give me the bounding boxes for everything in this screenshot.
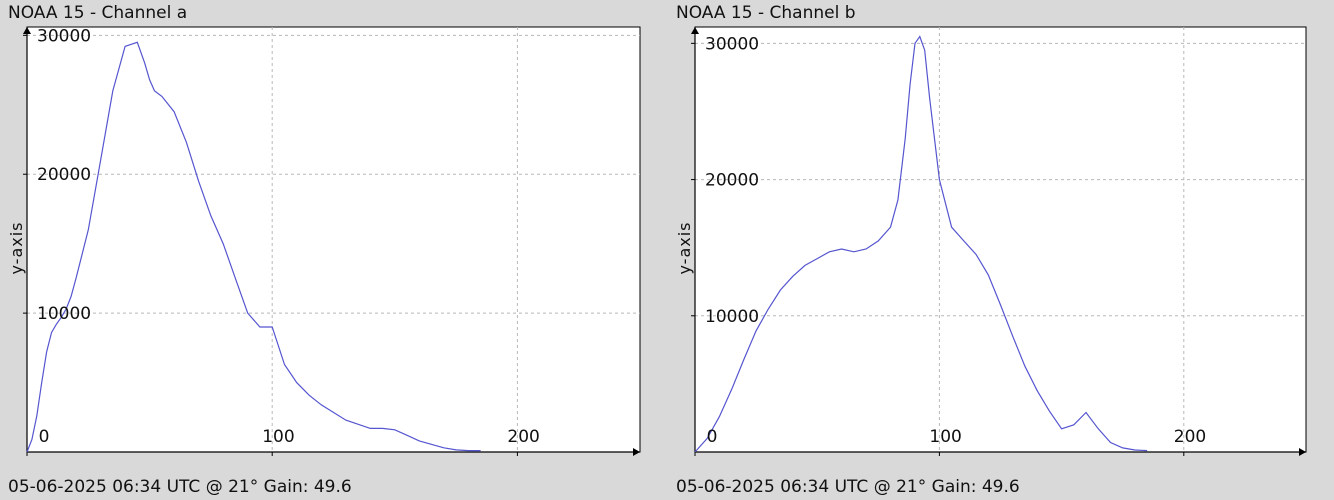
chart-a-y-arrow <box>23 27 31 34</box>
chart-b-x-tick-label-0: 0 <box>707 427 718 447</box>
chart-b-y-tick-label-10000: 10000 <box>705 307 759 327</box>
chart-b-ylabel: y-axis <box>675 221 694 274</box>
chart-a-ticks: 0 100 200 10000 20000 30000 <box>23 26 540 456</box>
chart-a-x-arrow <box>633 448 640 456</box>
chart-a-series-0 <box>26 41 481 453</box>
chart-b-axes <box>691 27 1306 456</box>
chart-b-title: NOAA 15 - Channel b <box>676 3 856 23</box>
chart-b-y-arrow <box>691 27 699 34</box>
chart-a-x-tick-label-200: 200 <box>507 427 539 447</box>
chart-a-series <box>26 41 481 453</box>
chart-a-ylabel: y-axis <box>7 221 26 274</box>
chart-a-footer: 05-06-2025 06:34 UTC @ 21° Gain: 49.6 <box>8 477 352 497</box>
chart-a-grid <box>26 26 641 453</box>
chart-b-y-tick-label-20000: 20000 <box>705 171 759 191</box>
chart-b-y-tick-label-30000: 30000 <box>705 34 759 54</box>
chart-a-y-tick-label-20000: 20000 <box>37 165 91 185</box>
chart-b-footer: 05-06-2025 06:34 UTC @ 21° Gain: 49.6 <box>676 477 1020 497</box>
chart-a-x-tick-label-0: 0 <box>39 427 50 447</box>
chart-b-x-tick-label-100: 100 <box>929 427 961 447</box>
chart-a-y-tick-label-10000: 10000 <box>37 304 91 324</box>
chart-b-ticks: 0 100 200 10000 20000 30000 <box>691 34 1206 456</box>
chart-b-plot-area <box>694 26 1307 453</box>
chart-b-series-0 <box>694 35 1148 453</box>
chart-b-x-tick-label-200: 200 <box>1174 427 1206 447</box>
chart-a-x-tick-label-100: 100 <box>262 427 294 447</box>
chart-a-plot-area <box>26 26 641 453</box>
chart-a-y-tick-label-30000: 30000 <box>37 26 91 46</box>
chart-b-grid <box>694 26 1307 453</box>
chart-a-title: NOAA 15 - Channel a <box>8 3 188 23</box>
chart-a-axes <box>23 27 640 456</box>
chart-b-x-arrow <box>1299 448 1306 456</box>
chart-b-series <box>694 35 1148 453</box>
chart-a: 0 100 200 10000 20000 30000 y-axis <box>7 26 641 456</box>
chart-b: 0 100 200 10000 20000 30000 y-axis <box>675 26 1307 456</box>
